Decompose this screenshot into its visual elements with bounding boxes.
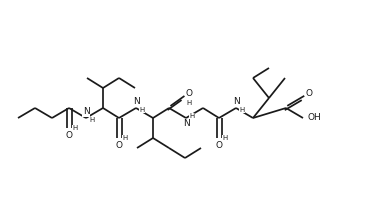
Text: H: H bbox=[123, 135, 128, 141]
Text: H: H bbox=[139, 107, 145, 113]
Text: H: H bbox=[89, 117, 95, 123]
Text: N: N bbox=[233, 98, 239, 106]
Text: O: O bbox=[115, 142, 123, 151]
Text: O: O bbox=[185, 89, 193, 98]
Text: O: O bbox=[66, 132, 72, 141]
Text: O: O bbox=[216, 142, 222, 151]
Text: N: N bbox=[133, 98, 139, 106]
Text: O: O bbox=[305, 89, 313, 98]
Text: H: H bbox=[189, 113, 195, 119]
Text: H: H bbox=[222, 135, 228, 141]
Text: N: N bbox=[83, 108, 89, 116]
Text: H: H bbox=[239, 107, 245, 113]
Text: N: N bbox=[182, 120, 189, 129]
Text: H: H bbox=[72, 125, 78, 131]
Text: OH: OH bbox=[307, 113, 321, 122]
Text: H: H bbox=[186, 100, 192, 106]
